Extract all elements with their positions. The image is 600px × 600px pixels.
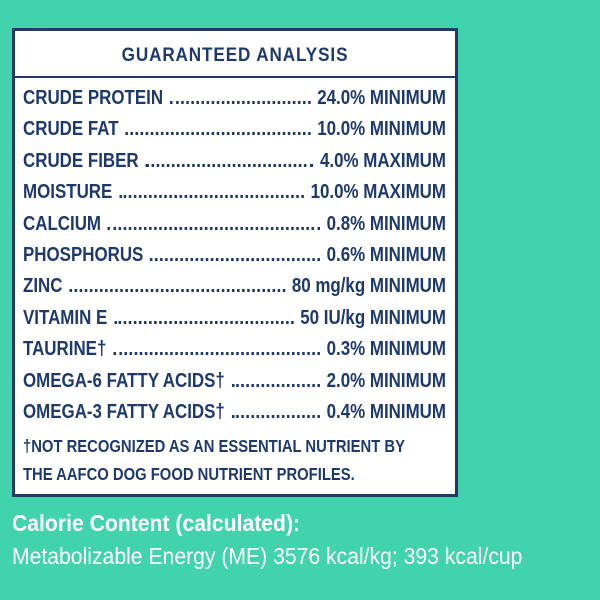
divider [15, 76, 455, 78]
nutrient-value: 24.0% MINIMUM [317, 87, 446, 109]
nutrient-value: 2.0% MINIMUM [326, 369, 446, 392]
footnote-line: †NOT RECOGNIZED AS AN ESSENTIAL NUTRIENT… [23, 436, 405, 457]
nutrient-name: OMEGA-6 FATTY ACIDS† [23, 369, 225, 392]
nutrient-name: CALCIUM [23, 212, 102, 235]
footnote-line: THE AAFCO DOG FOOD NUTRIENT PROFILES. [23, 464, 355, 485]
leader-dots [114, 320, 294, 324]
rows: CRUDE PROTEIN 24.0% MINIMUM CRUDE FAT 10.0%… [23, 87, 446, 492]
footnote: †NOT RECOGNIZED AS AN ESSENTIAL NUTRIENT… [23, 436, 446, 492]
nutrient-value: 0.6% MINIMUM [326, 243, 446, 266]
leader-dots [125, 132, 311, 136]
nutrient-name: VITAMIN E [23, 306, 108, 329]
nutrient-row: CRUDE FIBER 4.0% MAXIMUM [23, 150, 446, 181]
nutrient-row: OMEGA-3 FATTY ACIDS† 0.4% MINIMUM [23, 401, 446, 432]
nutrient-row: TAURINE† 0.3% MINIMUM [23, 338, 446, 369]
nutrient-name: TAURINE† [23, 338, 107, 361]
nutrient-value: 0.8% MINIMUM [326, 212, 446, 235]
leader-dots [69, 289, 286, 293]
leader-dots [107, 226, 320, 230]
nutrient-row: ZINC 80 mg/kg MINIMUM [23, 275, 446, 306]
nutrient-row: CALCIUM 0.8% MINIMUM [23, 213, 446, 244]
nutrient-value: 10.0% MAXIMUM [310, 181, 446, 204]
leader-dots [231, 383, 320, 387]
calorie-section: Calorie Content (calculated): Metaboliza… [12, 510, 522, 576]
leader-dots [119, 195, 304, 199]
nutrient-name: CRUDE PROTEIN [23, 87, 164, 109]
nutrient-value: 50 IU/kg MINIMUM [300, 306, 446, 329]
leader-dots [113, 352, 320, 356]
nutrient-row: VITAMIN E 50 IU/kg MINIMUM [23, 307, 446, 338]
nutrient-row: CRUDE FAT 10.0% MINIMUM [23, 118, 446, 149]
analysis-panel: GUARANTEED ANALYSIS CRUDE PROTEIN 24.0% M… [12, 28, 458, 497]
nutrient-value: 4.0% MAXIMUM [320, 149, 446, 172]
panel-title: GUARANTEED ANALYSIS [121, 45, 349, 66]
leader-dots [145, 163, 314, 167]
leader-dots [169, 101, 311, 104]
nutrient-name: ZINC [23, 275, 63, 298]
nutrient-row: MOISTURE 10.0% MAXIMUM [23, 181, 446, 212]
nutrient-value: 80 mg/kg MINIMUM [291, 275, 446, 298]
leader-dots [231, 414, 320, 418]
nutrient-value: 0.4% MINIMUM [326, 400, 446, 423]
nutrient-value: 0.3% MINIMUM [326, 338, 446, 361]
nutrient-name: CRUDE FIBER [23, 149, 139, 172]
nutrient-value: 10.0% MINIMUM [317, 118, 446, 141]
nutrient-name: OMEGA-3 FATTY ACIDS† [23, 400, 225, 423]
nutrient-name: MOISTURE [23, 181, 113, 204]
nutrient-name: PHOSPHORUS [23, 243, 144, 266]
nutrient-row: CRUDE PROTEIN 24.0% MINIMUM [23, 87, 446, 118]
calorie-heading: Calorie Content (calculated): [12, 510, 301, 536]
nutrient-row: OMEGA-6 FATTY ACIDS† 2.0% MINIMUM [23, 370, 446, 401]
leader-dots [150, 257, 320, 261]
nutrient-row: PHOSPHORUS 0.6% MINIMUM [23, 244, 446, 275]
calorie-text: Metabolizable Energy (ME) 3576 kcal/kg; … [12, 543, 523, 569]
nutrient-name: CRUDE FAT [23, 118, 119, 141]
